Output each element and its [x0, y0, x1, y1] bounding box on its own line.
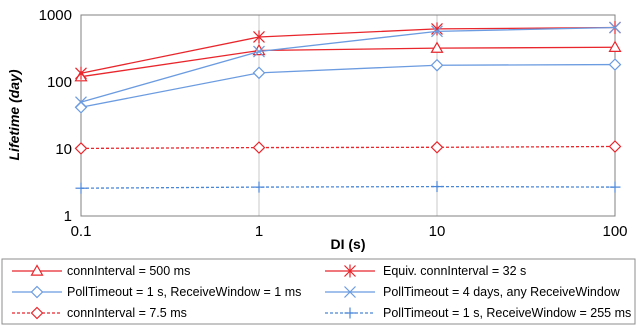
y-axis-title: Lifetime (day) — [6, 69, 22, 160]
legend-label: connInterval = 500 ms — [67, 264, 190, 278]
series-line-3 — [80, 63, 616, 108]
series-point-2 — [431, 22, 443, 36]
grid-layer — [80, 15, 616, 216]
series-point-4 — [253, 45, 265, 58]
series-line-5 — [80, 145, 616, 150]
series-point-6 — [609, 181, 621, 193]
plot-area — [80, 14, 616, 217]
x-tick-label: 10 — [429, 223, 446, 240]
series-line-6 — [80, 185, 616, 189]
series-point-4 — [609, 21, 621, 34]
legend-marker — [344, 307, 356, 319]
legend-marker — [344, 264, 356, 278]
x-axis-title: DI (s) — [331, 236, 366, 252]
legend-label: PollTimeout = 1 s, ReceiveWindow = 1 ms — [67, 285, 301, 299]
legend-label: PollTimeout = 4 days, any ReceiveWindow — [383, 285, 621, 299]
series-point-4 — [431, 25, 443, 38]
series-point-3 — [608, 58, 622, 71]
legend-label: PollTimeout = 1 s, ReceiveWindow = 255 m… — [383, 306, 631, 320]
series-point-5 — [608, 140, 622, 153]
x-tick-label: 1 — [255, 223, 263, 240]
series-layer — [74, 21, 622, 194]
x-tick-label: 0.1 — [71, 223, 92, 240]
y-tick-label: 1 — [64, 208, 72, 225]
series-point-6 — [75, 182, 87, 194]
series-point-3 — [74, 100, 88, 114]
series-line-4 — [80, 26, 616, 103]
y-tick-label: 1000 — [39, 7, 72, 24]
legend-box — [1, 258, 636, 325]
series-point-2 — [75, 66, 87, 80]
series-point-2 — [253, 30, 265, 44]
legend-marker — [30, 264, 44, 276]
legend-marker — [30, 306, 44, 320]
legend-label: connInterval = 7.5 ms — [67, 306, 187, 320]
y-tick-label: 100 — [47, 74, 72, 91]
legend-marker — [344, 286, 356, 298]
series-point-6 — [431, 181, 443, 193]
series-point-5 — [430, 140, 444, 154]
series-line-1 — [80, 46, 616, 78]
series-point-4 — [75, 96, 87, 109]
series-point-1 — [430, 41, 444, 53]
y-tick-label: 10 — [55, 141, 72, 158]
legend-label: Equiv. connInterval = 32 s — [383, 264, 526, 278]
series-point-3 — [252, 66, 266, 80]
series-point-3 — [430, 58, 444, 72]
series-point-6 — [253, 181, 265, 193]
series-point-5 — [74, 142, 88, 155]
series-point-5 — [252, 141, 266, 154]
legend: connInterval = 500 ms Equiv. connInterval… — [12, 264, 631, 320]
legend-marker — [30, 285, 44, 299]
series-point-1 — [608, 40, 622, 52]
series-line-2 — [80, 26, 616, 74]
x-tick-label: 100 — [602, 223, 627, 240]
